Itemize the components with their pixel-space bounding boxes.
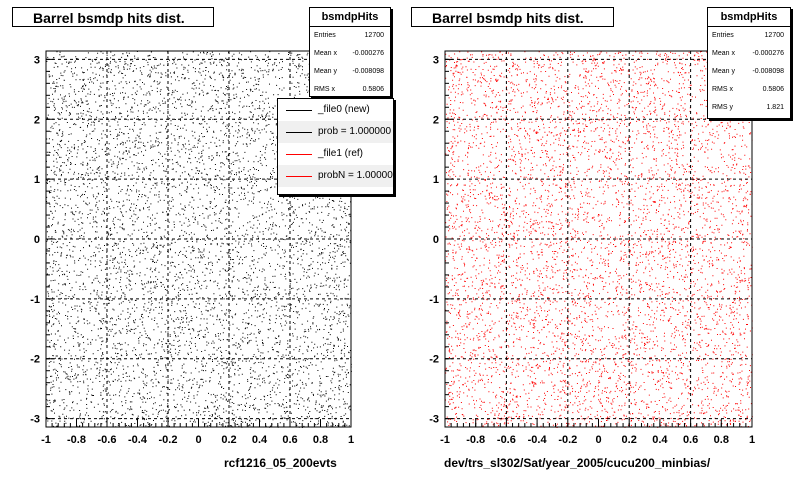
left-stats-box: bsmdpHits Entries 12700 Mean x -0.000276 M… [309,7,391,97]
left-chart-title: Barrel bsmdp hits dist. [12,7,214,27]
left-stats-row: Mean x -0.000276 [314,50,384,57]
right-axes: -1 -0.8 -0.6 -0.4 -0.2 0 0.2 0.4 0.6 0.8 1 -3 -2 -1 0 1… [429,54,755,446]
x-tick-label: -1 [440,434,450,446]
y-tick-label: -2 [30,354,40,366]
x-tick-label: 0.8 [313,434,328,446]
legend-swatch [286,154,312,155]
x-tick-label: 0.6 [683,434,698,446]
x-tick-label: -0.8 [67,434,86,446]
left-axes: -1 -0.8 -0.6 -0.4 -0.2 0 0.2 0.4 0.6 0.8 1 -3 -2 -1 0 1… [30,54,354,446]
left-title-text: Barrel bsmdp hits dist. [33,10,185,26]
x-tick-label: -1 [41,434,51,446]
legend-entry: probN = 1.000000 [278,165,393,187]
right-stats-title: bsmdpHits [708,8,790,27]
legend-entry: _file0 (new) [278,99,393,121]
right-stats-row: Entries 12700 [712,32,784,39]
y-tick-label: -3 [429,414,439,426]
right-stats-row: RMS y 1.821 [712,104,784,111]
right-grid [445,51,752,427]
y-tick-label: 0 [433,234,439,246]
y-tick-label: 2 [433,114,439,126]
right-title-text: Barrel bsmdp hits dist. [432,10,584,26]
x-tick-label: -0.6 [497,434,516,446]
x-tick-label: -0.4 [128,434,148,446]
y-tick-label: 3 [34,54,40,66]
legend-entry: prob = 1.000000 [278,121,393,143]
right-x-axis-label: dev/trs_sl302/Sat/year_2005/cucu200_minb… [444,456,711,470]
legend-entry: _file1 (ref) [278,143,393,165]
x-tick-label: -0.4 [528,434,548,446]
right-stats-row: RMS x 0.5806 [712,86,784,93]
right-panel: -1 -0.8 -0.6 -0.4 -0.2 0 0.2 0.4 0.6 0.8 1 -3 -2 -1 0 1… [400,0,800,480]
y-tick-label: 2 [34,114,40,126]
x-tick-label: -0.6 [98,434,117,446]
x-tick-label: 0.2 [221,434,236,446]
x-tick-label: 0 [195,434,201,446]
right-chart-title: Barrel bsmdp hits dist. [411,7,614,27]
y-tick-label: -3 [30,414,40,426]
x-tick-label: -0.2 [558,434,577,446]
left-stats-row: RMS x 0.5806 [314,86,384,93]
legend-swatch [286,176,312,177]
left-stats-row: Entries 12700 [314,32,384,39]
x-tick-label: -0.2 [159,434,178,446]
y-tick-label: -1 [429,294,439,306]
legend-swatch [286,132,312,133]
x-tick-label: 0.8 [714,434,729,446]
x-tick-label: 0.4 [652,434,668,446]
x-tick-label: 0.4 [252,434,268,446]
y-tick-label: -1 [30,294,40,306]
x-tick-label: 1 [749,434,755,446]
x-tick-label: 0.2 [622,434,637,446]
x-tick-label: 0.6 [282,434,297,446]
scatter-point [46,51,352,428]
left-scatter-points [46,51,352,428]
x-tick-label: -0.8 [466,434,485,446]
y-tick-label: 1 [34,174,40,186]
right-stats-box: bsmdpHits Entries 12700 Mean x -0.000276 M… [707,7,791,119]
right-plot: -1 -0.8 -0.6 -0.4 -0.2 0 0.2 0.4 0.6 0.8 1 -3 -2 -1 0 1… [429,50,755,446]
left-stats-row: Mean y -0.008098 [314,68,384,75]
y-tick-label: 0 [34,234,40,246]
y-tick-label: -2 [429,354,439,366]
left-stats-title: bsmdpHits [310,8,390,27]
legend-box: _file0 (new) prob = 1.000000 _file1 (ref… [277,98,394,195]
left-panel: -1 -0.8 -0.6 -0.4 -0.2 0 0.2 0.4 0.6 0.8 1 -3 -2 -1 0 1… [12,7,394,470]
right-stats-row: Mean x -0.000276 [712,50,784,57]
y-tick-label: 1 [433,174,439,186]
x-tick-label: 0 [595,434,601,446]
left-x-axis-label: rcf1216_05_200evts [224,456,337,470]
x-tick-label: 1 [348,434,354,446]
legend-swatch [286,110,312,111]
right-stats-row: Mean y -0.008098 [712,68,784,75]
y-tick-label: 3 [433,54,439,66]
